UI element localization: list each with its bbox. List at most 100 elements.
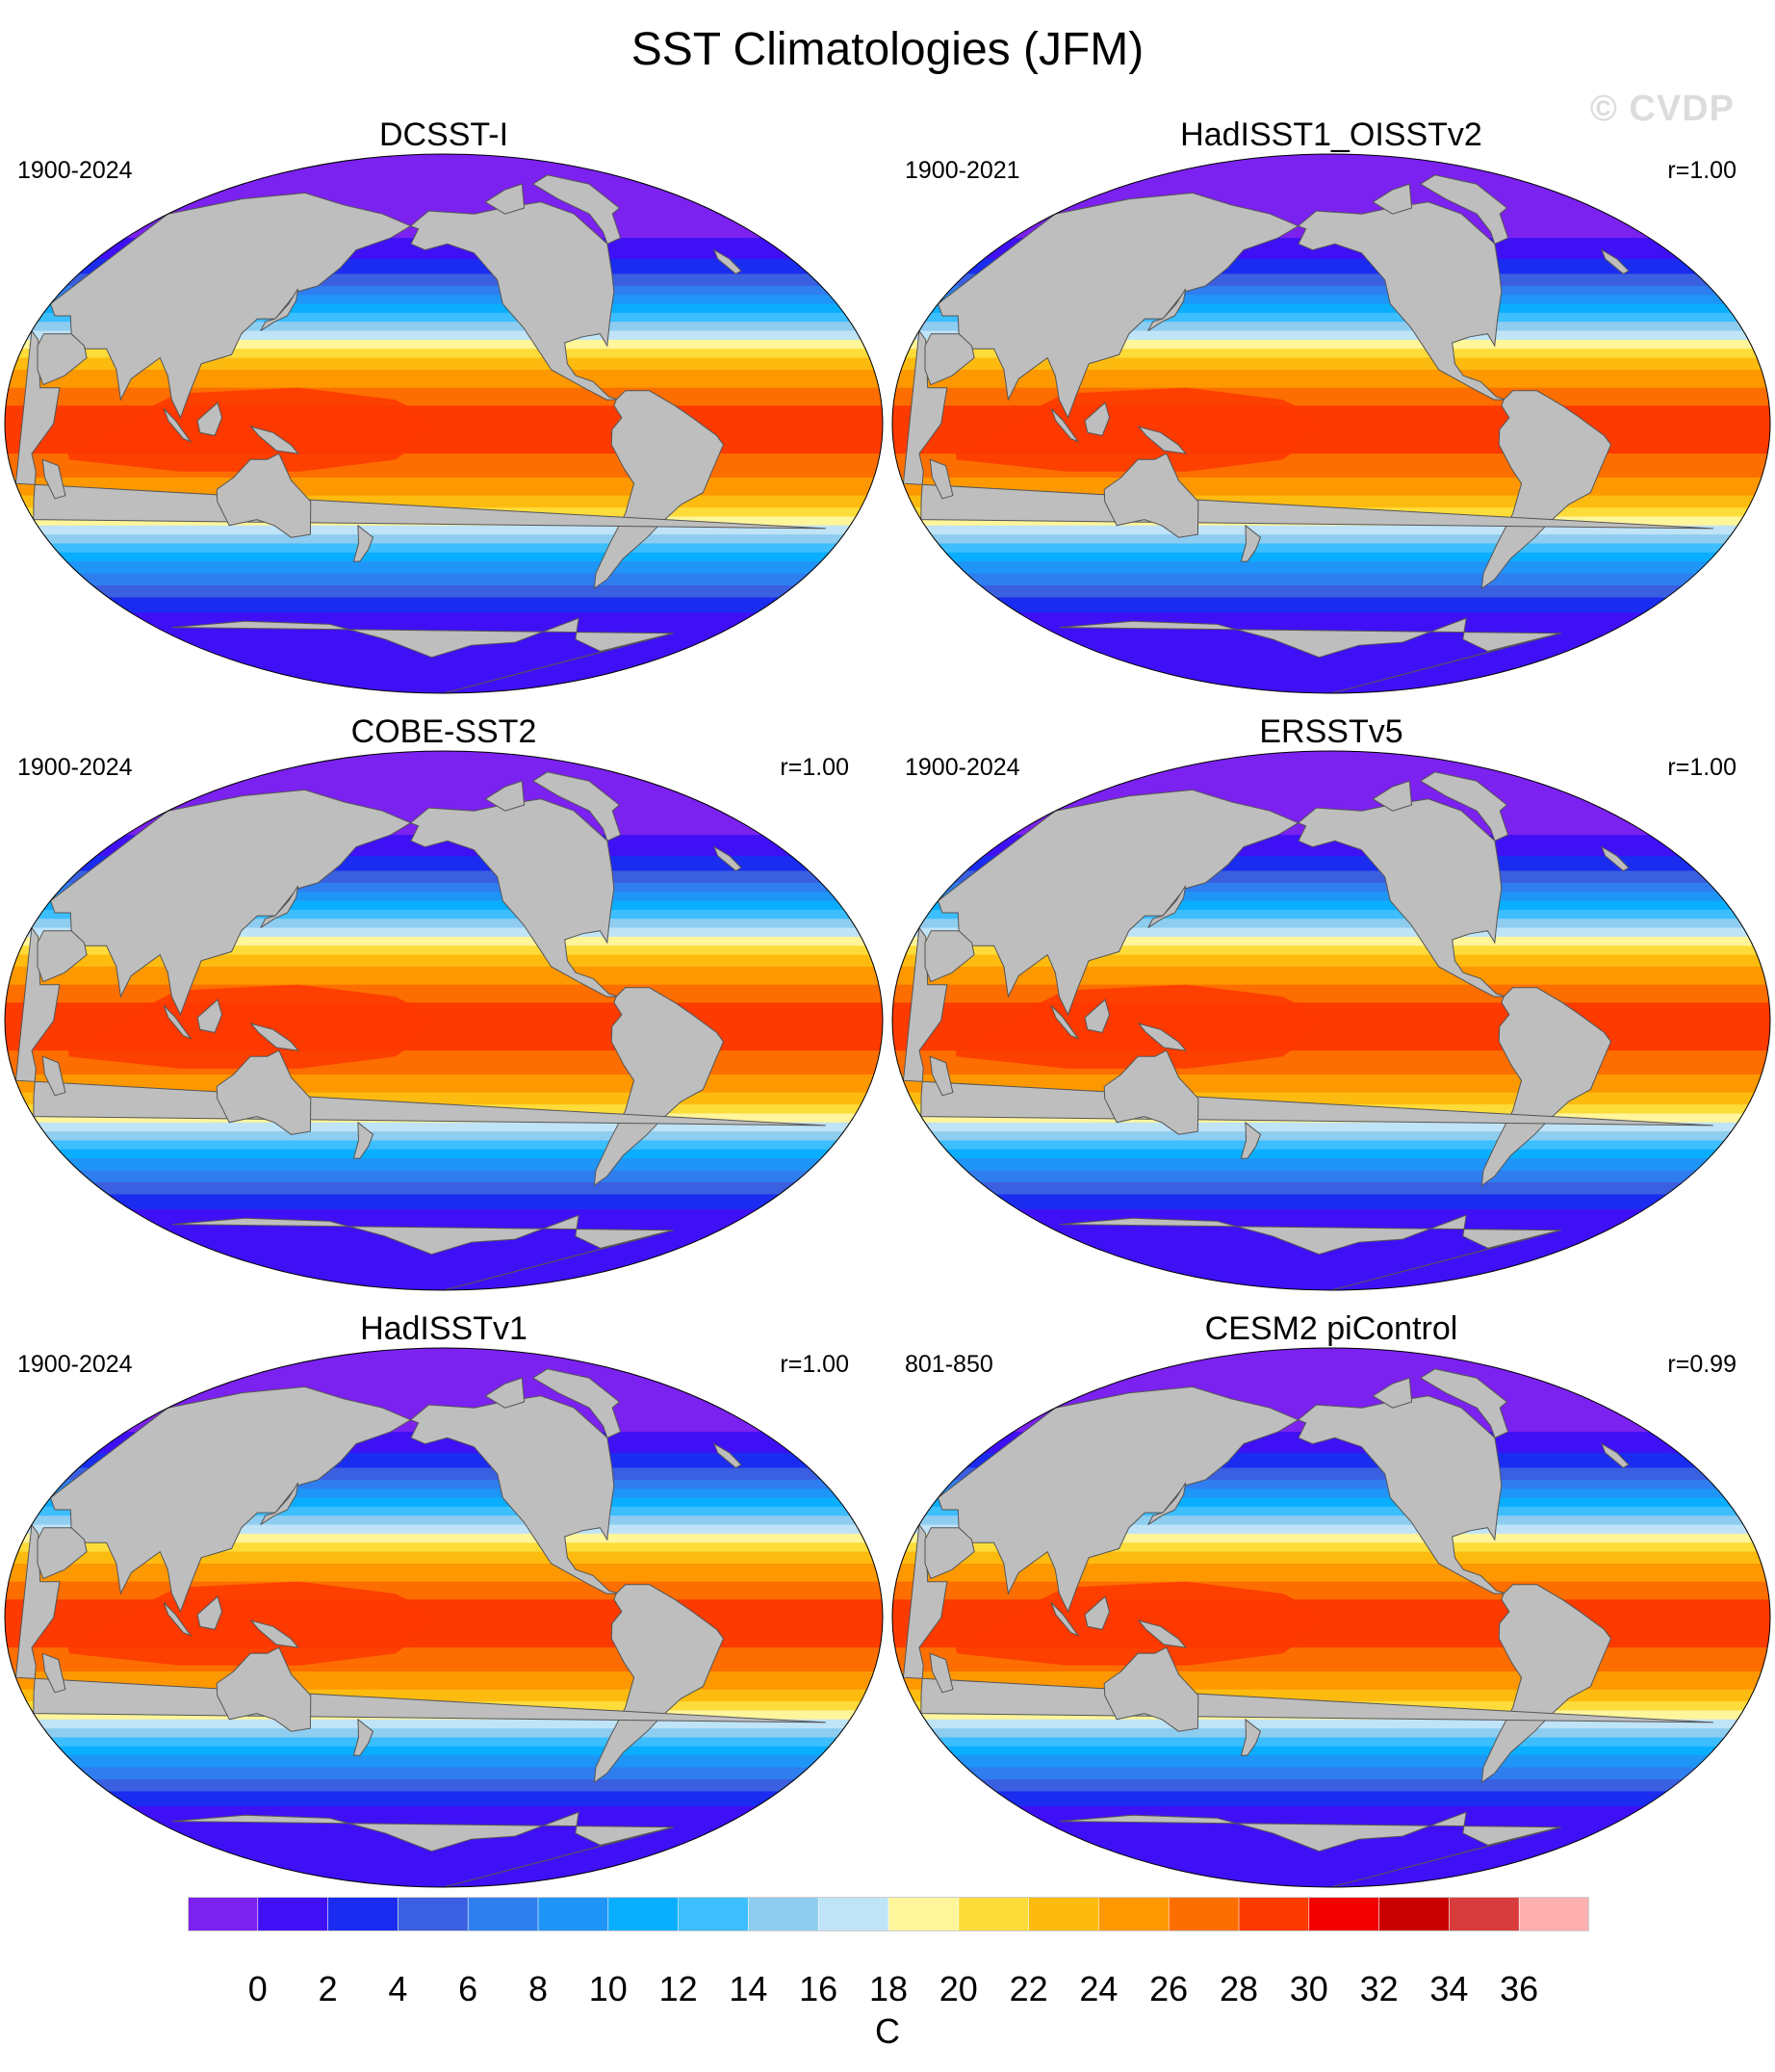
colorbar-tick-label: 36: [1500, 1969, 1539, 2008]
land-sumatra: [163, 408, 193, 443]
sst-band: [892, 1551, 1770, 1565]
land-new-zealand: [1240, 1121, 1262, 1159]
land-south-america: [593, 987, 725, 1187]
colorbar-box: [188, 1897, 259, 1931]
sst-band: [892, 597, 1770, 613]
sst-band: [892, 919, 1770, 929]
sst-band: [892, 892, 1770, 902]
colorbar-box: [1168, 1897, 1240, 1931]
sst-band: [892, 1194, 1770, 1210]
land-japan: [260, 1482, 299, 1526]
colorbar-tick-label: 20: [939, 1969, 978, 2008]
sst-band: [892, 573, 1770, 586]
sst-band: [892, 1489, 1770, 1499]
map-boundary: [4, 750, 884, 1291]
colorbar-units: C: [875, 2011, 900, 2051]
land-new-guinea: [1137, 1619, 1188, 1648]
land-arctic-islands: [484, 1377, 526, 1409]
map-boundary: [891, 750, 1771, 1291]
sst-band: [892, 285, 1770, 296]
land-north-america: [1297, 1395, 1506, 1594]
colorbar-box: [888, 1897, 960, 1931]
sst-band: [892, 322, 1770, 332]
map-1: [4, 153, 884, 694]
land-madagascar: [41, 1055, 66, 1097]
sst-band: [892, 954, 1770, 968]
sst-band: [5, 543, 883, 554]
land-new-guinea: [1137, 426, 1188, 454]
land-japan: [1147, 885, 1187, 929]
sst-band: [5, 1746, 883, 1756]
colorbar-tick-label: 24: [1079, 1969, 1119, 2008]
sst-band: [5, 357, 883, 371]
panel-period: 1900-2021: [905, 157, 1020, 184]
sst-band: [5, 1728, 883, 1738]
sst-band: [892, 1158, 1770, 1172]
sst-band: [5, 1158, 883, 1172]
panel-period: 1900-2024: [17, 754, 133, 781]
sst-band: [892, 1149, 1770, 1159]
land-uk: [712, 248, 742, 275]
land-arabia: [37, 333, 88, 386]
land-sumatra: [163, 1602, 193, 1637]
map-panel-3: COBE-SST2 1900-2024 r=1.00: [0, 712, 888, 1309]
land-uk: [712, 845, 742, 872]
sst-band: [5, 1194, 883, 1210]
sst-band: [5, 1737, 883, 1748]
sst-band: [5, 1122, 883, 1132]
land-greenland: [531, 174, 622, 245]
land-north-america: [1297, 201, 1506, 401]
colorbar-tick-label: 10: [588, 1969, 628, 2008]
sst-band: [5, 1149, 883, 1159]
sst-band: [5, 1791, 883, 1807]
land-arabia: [924, 1527, 975, 1580]
land-antarctica: [171, 1811, 674, 1887]
sst-band: [5, 1551, 883, 1565]
sst-band: [5, 387, 883, 406]
land-new-guinea: [249, 1023, 300, 1051]
land-africa: [902, 329, 1713, 530]
panel-period: 1900-2024: [17, 1351, 133, 1378]
colorbar-box: [1028, 1897, 1100, 1931]
land-australia: [216, 1646, 312, 1732]
land-arabia: [924, 333, 975, 386]
colorbar-box: [327, 1897, 399, 1931]
sst-band: [892, 370, 1770, 389]
sst-band: [5, 967, 883, 986]
map-boundary: [891, 1347, 1771, 1888]
panel-period: 1900-2024: [905, 754, 1020, 781]
land-new-guinea: [249, 426, 300, 454]
land-greenland: [1419, 174, 1509, 245]
colorbar: [188, 1897, 1589, 1931]
sst-band: [5, 1581, 883, 1600]
land-borneo: [1084, 1595, 1111, 1630]
land-antarctica: [1059, 1214, 1561, 1290]
sst-band: [892, 1791, 1770, 1807]
land-antarctica: [171, 617, 674, 693]
land-north-america: [1297, 798, 1506, 997]
sst-band: [892, 349, 1770, 359]
colorbar-tick-label: 8: [527, 1969, 549, 2008]
land-australia: [1103, 453, 1199, 538]
figure-title: SST Climatologies (JFM): [630, 24, 1145, 75]
sst-band: [892, 909, 1770, 919]
land-australia: [1103, 1646, 1199, 1732]
sst-band: [892, 357, 1770, 371]
land-arabia: [37, 1527, 88, 1580]
sst-band: [892, 936, 1770, 946]
sst-band: [892, 1506, 1770, 1516]
land-africa: [14, 1523, 826, 1723]
sst-field: [892, 1348, 1770, 1887]
land-japan: [260, 288, 299, 332]
map-panel-4: ERSSTv5 1900-2024 r=1.00: [888, 712, 1775, 1309]
sst-band: [5, 945, 883, 956]
sst-band: [892, 561, 1770, 575]
sst-band: [5, 892, 883, 902]
map-2: [891, 153, 1771, 694]
land-australia: [216, 1049, 312, 1135]
land-new-zealand: [352, 1121, 374, 1159]
land-japan: [1147, 288, 1187, 332]
sst-band: [5, 585, 883, 598]
colorbar-box: [398, 1897, 469, 1931]
sst-band: [5, 882, 883, 893]
